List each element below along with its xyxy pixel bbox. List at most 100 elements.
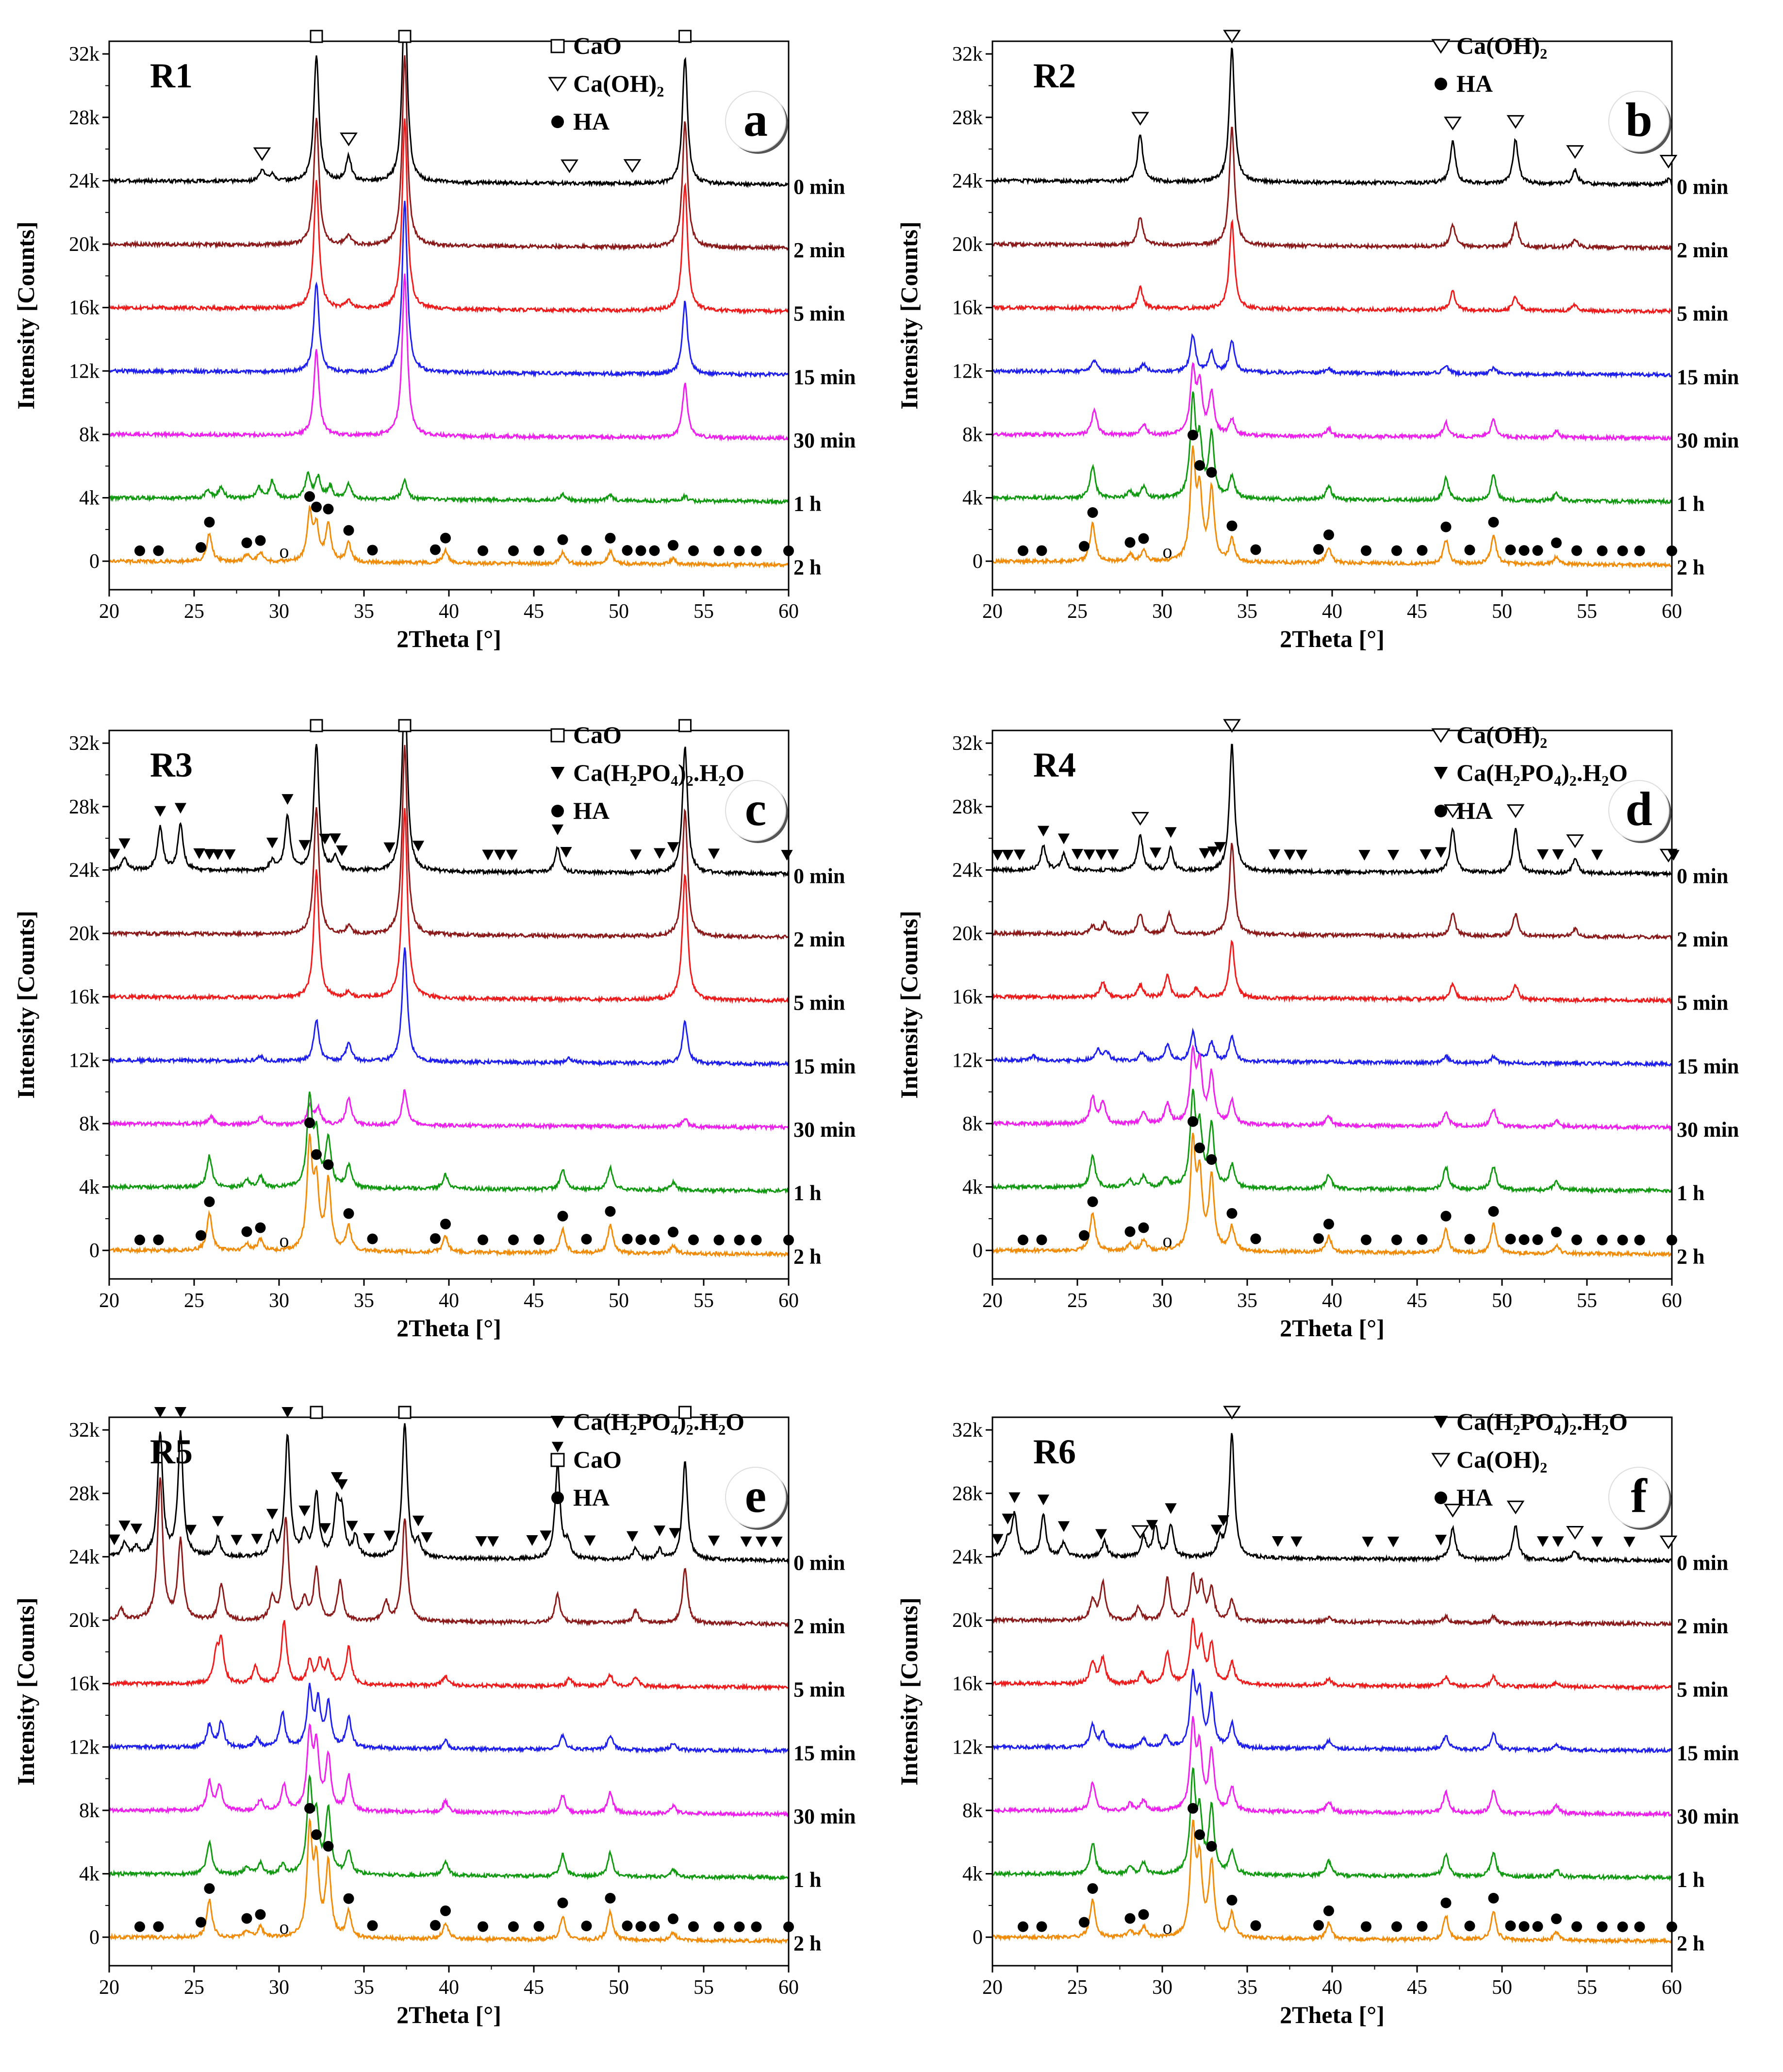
legend-symbol [1431, 728, 1451, 743]
panel-e: 0 min 2 min 5 min 15 min 30 min 1 h 2 h 20 25 30 3… [12, 1406, 856, 2028]
o-marker: o [280, 1229, 289, 1251]
series-label: 30 min [1677, 429, 1739, 452]
y-tick-label: 16k [952, 297, 983, 319]
series-group [992, 744, 1672, 1258]
x-axis-title: 2Theta [°] [1280, 1314, 1385, 1342]
legend-symbol [1434, 1416, 1448, 1428]
series-group [109, 1423, 789, 1945]
ha-marker [734, 545, 745, 556]
ha-marker [622, 1920, 633, 1931]
legend-label: HA [1456, 70, 1493, 97]
mcpm-marker [336, 845, 348, 856]
series-label: 2 h [793, 1244, 821, 1268]
series-line-30-min [992, 1716, 1672, 1819]
ha-marker [1138, 1222, 1149, 1233]
ha-marker [581, 1234, 592, 1245]
legend-label: HA [1456, 797, 1493, 824]
mcpm-marker [212, 849, 224, 860]
legend-label: HA [573, 1484, 610, 1511]
series-label: 5 min [793, 302, 845, 326]
series-line-1-h [992, 1089, 1672, 1195]
mcpm-marker [224, 849, 236, 860]
mcpm-marker [771, 1537, 783, 1548]
x-tick-label: 20 [99, 1976, 119, 1999]
series-group [992, 1433, 1672, 1945]
mcpm-marker [1083, 849, 1095, 861]
legend-label: HA [573, 108, 610, 135]
series-label: 0 min [1677, 864, 1728, 888]
ha-marker [1313, 544, 1324, 555]
series-line-2-min [109, 1477, 789, 1628]
mcpm-marker [231, 1535, 243, 1546]
ha-marker [153, 1234, 164, 1245]
mcpm-marker [330, 1472, 343, 1483]
panel-d: 0 min 2 min 5 min 15 min 30 min 1 h 2 h 20 25 30 3… [895, 719, 1739, 1342]
y-tick-label: 8k [962, 1113, 983, 1135]
x-tick-label: 55 [693, 1976, 714, 1999]
y-tick-label: 8k [79, 1113, 99, 1135]
x-tick-label: 20 [99, 1290, 119, 1312]
x-tick-label: 50 [609, 600, 629, 623]
mcpm-marker [329, 833, 341, 845]
y-tick-label: 24k [69, 1546, 99, 1568]
mcpm-marker [1362, 1537, 1374, 1548]
mcpm-marker [669, 1528, 681, 1539]
caoh2-marker [561, 159, 578, 173]
ha-marker [1087, 1883, 1098, 1894]
series-line-2-min [109, 55, 789, 252]
series-label: 2 h [1677, 555, 1704, 579]
series-label: 1 h [1677, 1868, 1704, 1892]
x-tick-label: 35 [354, 600, 374, 623]
mcpm-marker [154, 1407, 166, 1418]
series-label: 1 h [1677, 1181, 1704, 1205]
ha-marker [255, 535, 266, 546]
axes-frame [991, 40, 1673, 591]
ha-marker [323, 1840, 334, 1852]
mcpm-marker [130, 1524, 143, 1535]
series-label: 2 min [1677, 1614, 1728, 1638]
caoh2-marker [1223, 30, 1241, 44]
cao-marker [310, 30, 323, 43]
x-tick-label: 45 [1407, 600, 1427, 623]
x-tick-label: 40 [439, 1290, 459, 1312]
ha-marker [134, 1921, 145, 1932]
ha-marker [1361, 1921, 1371, 1932]
cao-marker [310, 719, 323, 732]
series-label: 1 h [1677, 492, 1704, 516]
x-tick-label: 60 [778, 1976, 799, 1999]
ha-marker [1391, 545, 1402, 556]
ha-marker [1036, 1234, 1047, 1245]
ha-marker [751, 1921, 762, 1932]
x-tick-label: 40 [1322, 600, 1342, 623]
x-tick-label: 35 [354, 1290, 374, 1312]
series-line-5-min [992, 939, 1672, 1005]
caoh2-marker [1444, 116, 1462, 131]
ha-marker [343, 1893, 354, 1904]
panel-letter: e [745, 1469, 766, 1523]
x-tick-label: 25 [184, 1976, 204, 1999]
y-tick-label: 12k [952, 1736, 983, 1758]
series-label: 0 min [793, 864, 845, 888]
ha-marker [1087, 1196, 1098, 1207]
ha-marker [1464, 545, 1475, 556]
o-marker: o [1163, 540, 1172, 562]
ha-marker [1417, 1234, 1428, 1245]
mcpm-marker [1536, 1536, 1549, 1547]
ha-marker [1617, 1234, 1628, 1245]
ha-marker [1519, 1234, 1530, 1245]
sample-label: R3 [150, 746, 193, 784]
legend-symbol [550, 39, 565, 53]
series-line-5-min [109, 1620, 789, 1691]
ha-marker [1018, 545, 1028, 556]
y-tick-label: 0 [89, 1240, 99, 1262]
ha-marker [1571, 545, 1582, 556]
ha-marker [622, 1233, 633, 1244]
ha-marker [1617, 545, 1628, 556]
x-tick-label: 30 [1152, 1290, 1172, 1312]
y-tick-label: 28k [69, 796, 99, 818]
mcpm-marker [1358, 850, 1370, 861]
mcpm-marker [412, 841, 425, 852]
mcpm-marker [363, 1533, 375, 1544]
ha-marker [1417, 1921, 1428, 1932]
